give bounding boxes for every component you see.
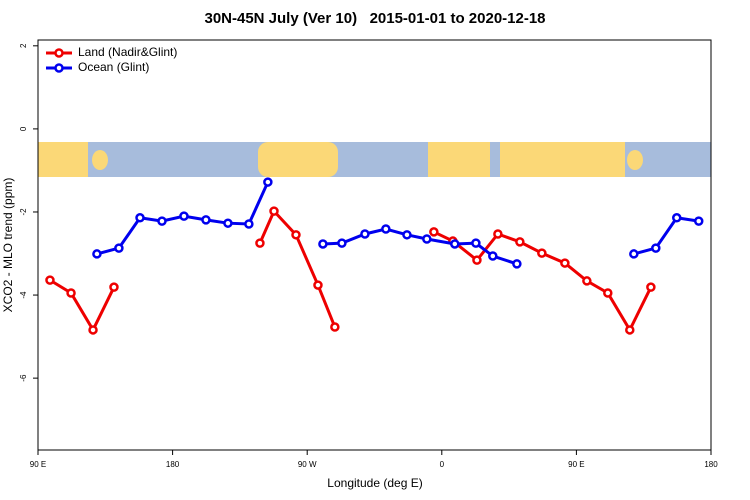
point [291, 230, 301, 240]
point [360, 229, 370, 239]
series-line [49, 208, 653, 334]
point [263, 177, 273, 187]
legend-marker [54, 63, 64, 73]
legend-label: Land (Nadir&Glint) [78, 45, 177, 59]
y-tick-label: -4 [19, 291, 28, 299]
x-tick-label: 180 [704, 460, 718, 469]
y-axis-label: XCO2 - MLO trend (ppm) [1, 178, 15, 313]
point [337, 238, 347, 248]
y-tick-label: 2 [19, 43, 28, 48]
x-tick-label: 90 E [30, 460, 46, 469]
point [651, 243, 661, 253]
point [402, 230, 412, 240]
point [269, 206, 279, 216]
point [66, 288, 76, 298]
point [450, 239, 460, 249]
point [318, 239, 328, 249]
plot-frame [37, 39, 712, 451]
point [672, 213, 682, 223]
map-strip [38, 142, 711, 177]
point [629, 249, 639, 259]
legend-label: Ocean (Glint) [78, 60, 149, 74]
point [515, 237, 525, 247]
point [109, 282, 119, 292]
point [255, 238, 265, 248]
point [157, 216, 167, 226]
point [179, 211, 189, 221]
point [429, 227, 439, 237]
y-tick-label: -6 [19, 374, 28, 382]
point [493, 229, 503, 239]
point [537, 248, 547, 258]
legend-marker [54, 48, 64, 58]
point [330, 322, 340, 332]
point [625, 325, 635, 335]
point [92, 249, 102, 259]
x-axis-label: Longitude (deg E) [327, 476, 422, 490]
point [472, 255, 482, 265]
point [603, 288, 613, 298]
point [135, 213, 145, 223]
point [560, 258, 570, 268]
point [201, 215, 211, 225]
point [313, 280, 323, 290]
chart-title: 30N-45N July (Ver 10) 2015-01-01 to 2020… [204, 10, 545, 27]
point [223, 218, 233, 228]
y-tick-label: -2 [19, 208, 28, 216]
point [381, 224, 391, 234]
point [512, 259, 522, 269]
x-tick-label: 90 E [568, 460, 584, 469]
point [244, 219, 254, 229]
point [488, 251, 498, 261]
point [45, 275, 55, 285]
point [422, 234, 432, 244]
point [88, 325, 98, 335]
x-tick-label: 90 W [298, 460, 317, 469]
y-tick-label: 0 [19, 126, 28, 131]
x-tick-label: 180 [166, 460, 180, 469]
point [114, 243, 124, 253]
point [582, 276, 592, 286]
point [646, 282, 656, 292]
x-tick-label: 0 [440, 460, 445, 469]
point [471, 238, 481, 248]
series-line [96, 181, 699, 266]
point [693, 216, 704, 226]
